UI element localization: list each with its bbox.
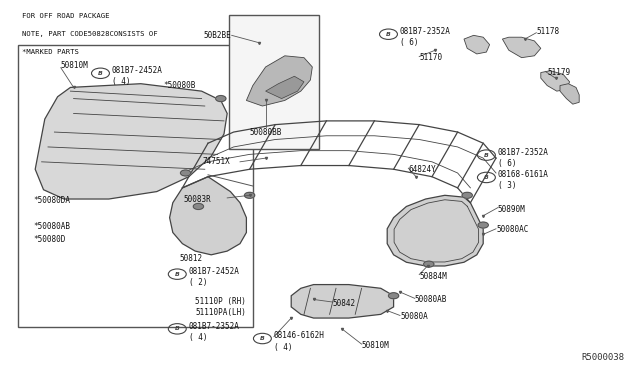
Text: 50810M: 50810M bbox=[362, 341, 389, 350]
Circle shape bbox=[244, 192, 255, 198]
Text: B: B bbox=[175, 326, 180, 331]
Text: 51170: 51170 bbox=[419, 53, 442, 62]
Circle shape bbox=[388, 293, 399, 299]
Polygon shape bbox=[541, 71, 570, 91]
Text: B: B bbox=[484, 153, 489, 158]
Text: 081B7-2452A
( 2): 081B7-2452A ( 2) bbox=[189, 267, 239, 287]
Bar bbox=[229, 15, 319, 149]
Text: 50080A: 50080A bbox=[400, 312, 428, 321]
Text: *50080B: *50080B bbox=[163, 81, 196, 90]
Text: R5000038: R5000038 bbox=[581, 353, 624, 362]
Text: 50080AC: 50080AC bbox=[496, 225, 529, 234]
Circle shape bbox=[478, 222, 488, 228]
Text: 081B7-2352A
( 6): 081B7-2352A ( 6) bbox=[498, 148, 548, 168]
Polygon shape bbox=[502, 37, 541, 58]
Circle shape bbox=[216, 96, 226, 102]
Text: 50B2BE: 50B2BE bbox=[204, 31, 232, 40]
Polygon shape bbox=[291, 285, 394, 318]
Text: 081B7-2352A
( 4): 081B7-2352A ( 4) bbox=[189, 322, 239, 342]
Text: 50080AB: 50080AB bbox=[415, 295, 447, 304]
Polygon shape bbox=[387, 195, 483, 266]
Text: 50080BB: 50080BB bbox=[250, 128, 282, 137]
Text: *MARKED PARTS: *MARKED PARTS bbox=[22, 49, 79, 55]
Text: 081B7-2352A
( 6): 081B7-2352A ( 6) bbox=[400, 27, 451, 47]
Text: NOTE, PART CODE50828CONSISTS OF: NOTE, PART CODE50828CONSISTS OF bbox=[22, 31, 158, 37]
Polygon shape bbox=[560, 84, 579, 104]
Polygon shape bbox=[246, 56, 312, 106]
Circle shape bbox=[462, 192, 472, 198]
Text: 64824Y: 64824Y bbox=[408, 165, 436, 174]
Text: *50080AB: *50080AB bbox=[33, 222, 70, 231]
Text: FOR OFF ROAD PACKAGE: FOR OFF ROAD PACKAGE bbox=[22, 13, 110, 19]
Text: 50812: 50812 bbox=[179, 254, 202, 263]
Text: 51110P (RH)
51110PA(LH): 51110P (RH) 51110PA(LH) bbox=[195, 297, 246, 317]
Circle shape bbox=[180, 170, 191, 176]
Circle shape bbox=[424, 261, 434, 267]
Text: 08168-6161A
( 3): 08168-6161A ( 3) bbox=[498, 170, 548, 190]
Text: *50080D: *50080D bbox=[33, 235, 66, 244]
Text: 51179: 51179 bbox=[547, 68, 570, 77]
Text: 74751X: 74751X bbox=[203, 157, 230, 166]
Text: B: B bbox=[386, 32, 391, 37]
Text: 081B7-2452A
( 4): 081B7-2452A ( 4) bbox=[112, 66, 163, 86]
Text: B: B bbox=[175, 272, 180, 277]
Polygon shape bbox=[464, 35, 490, 54]
Text: 50890M: 50890M bbox=[498, 205, 525, 214]
Circle shape bbox=[193, 203, 204, 209]
Text: B: B bbox=[260, 336, 265, 341]
Bar bbox=[18, 45, 253, 327]
Text: 50810M: 50810M bbox=[61, 61, 88, 70]
Polygon shape bbox=[170, 177, 246, 255]
Text: 50884M: 50884M bbox=[419, 272, 447, 280]
Text: 51178: 51178 bbox=[536, 27, 559, 36]
Polygon shape bbox=[35, 84, 227, 199]
Text: 50842: 50842 bbox=[333, 299, 356, 308]
Text: 50083R: 50083R bbox=[184, 195, 211, 203]
Text: *50080DA: *50080DA bbox=[33, 196, 70, 205]
Text: B: B bbox=[98, 71, 103, 76]
Text: B: B bbox=[484, 175, 489, 180]
Polygon shape bbox=[266, 76, 304, 99]
Text: 08146-6162H
( 4): 08146-6162H ( 4) bbox=[274, 331, 324, 352]
